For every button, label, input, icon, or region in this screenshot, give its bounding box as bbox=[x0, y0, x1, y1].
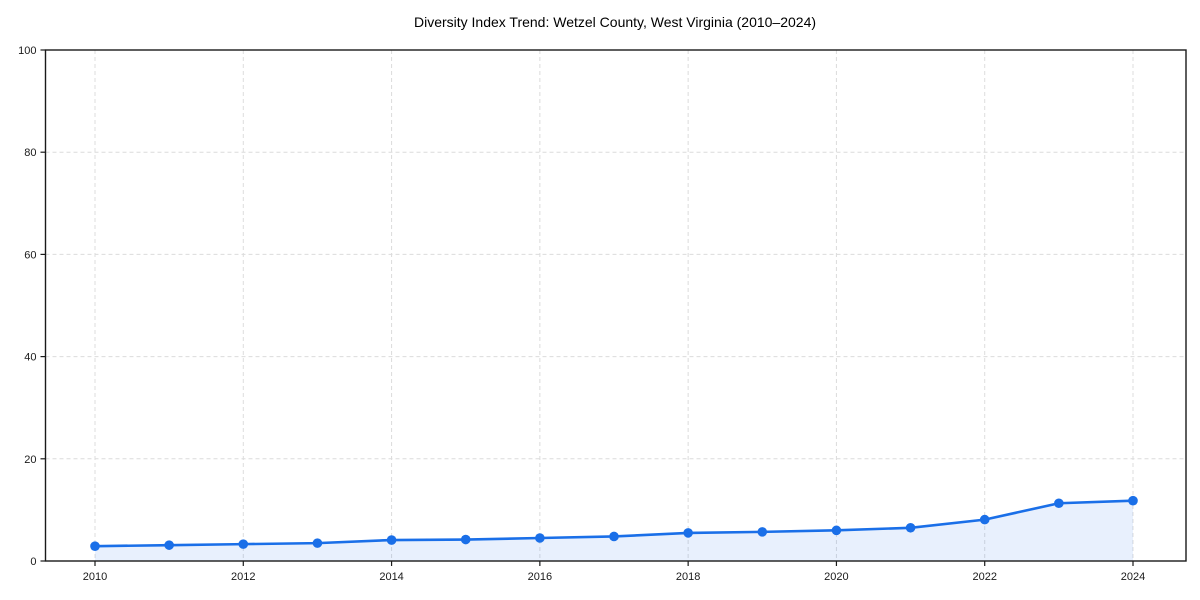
series-area bbox=[95, 500, 1133, 561]
axis-ticks bbox=[40, 49, 1134, 566]
x-tick-label: 2016 bbox=[528, 571, 552, 583]
data-point bbox=[386, 535, 397, 545]
chart-title: Diversity Index Trend: Wetzel County, We… bbox=[414, 14, 816, 30]
data-point bbox=[1054, 498, 1064, 509]
y-tick-label: 40 bbox=[24, 352, 36, 364]
data-point bbox=[831, 525, 842, 536]
data-point bbox=[535, 533, 545, 543]
y-tick-label: 100 bbox=[18, 45, 36, 57]
x-tick-label: 2014 bbox=[379, 571, 403, 583]
y-tick-label: 20 bbox=[24, 454, 36, 466]
data-point bbox=[979, 514, 990, 525]
data-point bbox=[164, 540, 174, 550]
x-tick-label: 2020 bbox=[824, 571, 848, 583]
y-tick-label: 0 bbox=[30, 556, 36, 568]
data-point bbox=[460, 534, 471, 545]
plot-border bbox=[44, 49, 1187, 562]
data-point bbox=[905, 522, 916, 533]
x-tick-label: 2024 bbox=[1121, 571, 1145, 583]
x-axis-tick-labels: 2010 2012 2014 2016 2018 2020 2022 2024 bbox=[83, 571, 1145, 583]
y-axis-tick-labels: 0 20 40 60 80 100 bbox=[18, 45, 36, 568]
data-point bbox=[609, 531, 619, 542]
x-tick-label: 2022 bbox=[972, 571, 996, 583]
data-point bbox=[683, 528, 693, 538]
data-point bbox=[312, 538, 323, 548]
area-fill bbox=[95, 500, 1133, 561]
plot-frame bbox=[44, 49, 1187, 562]
x-tick-label: 2010 bbox=[83, 571, 107, 583]
data-points bbox=[90, 495, 1138, 551]
data-point bbox=[238, 539, 249, 549]
x-tick-label: 2012 bbox=[231, 571, 255, 583]
gridlines bbox=[45, 49, 1186, 561]
data-point bbox=[757, 527, 768, 537]
data-point bbox=[1128, 495, 1138, 506]
y-tick-label: 80 bbox=[24, 147, 36, 159]
y-tick-label: 60 bbox=[24, 249, 36, 261]
x-tick-label: 2018 bbox=[676, 571, 700, 583]
data-point bbox=[90, 541, 100, 551]
